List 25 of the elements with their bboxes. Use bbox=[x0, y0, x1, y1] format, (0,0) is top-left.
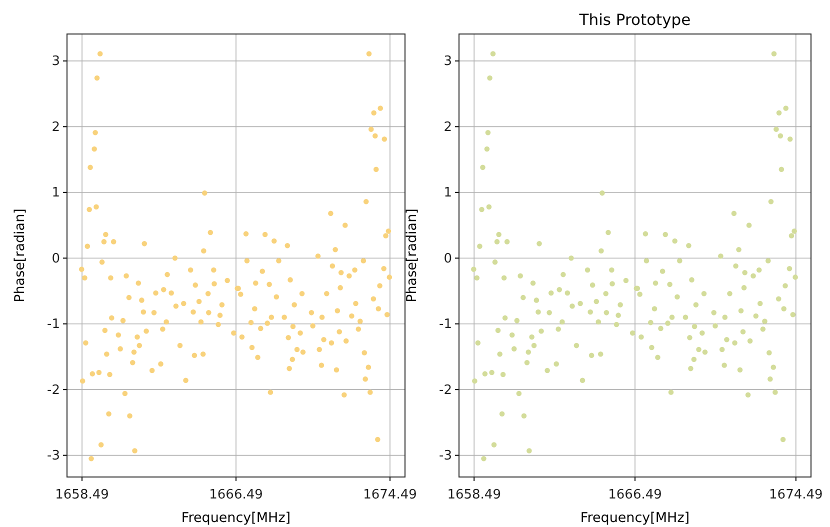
y-tick-label: -1 bbox=[47, 317, 60, 332]
y-axis-title: Phase[radian] bbox=[12, 208, 28, 302]
y-tick-label: -2 bbox=[47, 382, 60, 398]
y-tick-label: 1 bbox=[52, 186, 60, 201]
y-tick-label: -1 bbox=[439, 317, 452, 332]
y-tick-label: 0 bbox=[52, 251, 60, 266]
y-tick-label: -3 bbox=[47, 448, 60, 464]
y-tick-label: -2 bbox=[439, 382, 452, 398]
chart-title: This Prototype bbox=[578, 11, 691, 29]
x-axis-title: Frequency[MHz] bbox=[580, 510, 690, 526]
x-tick-label: 1658.49 bbox=[447, 487, 501, 502]
x-tick-label: 1666.49 bbox=[209, 487, 263, 502]
x-axis-title: Frequency[MHz] bbox=[181, 510, 291, 526]
x-tick-label: 1674.49 bbox=[363, 487, 417, 502]
x-tick-label: 1666.49 bbox=[608, 487, 662, 502]
y-tick-label: 3 bbox=[52, 54, 60, 70]
x-tick-label: 1658.49 bbox=[55, 487, 109, 502]
y-tick-label: 0 bbox=[444, 251, 452, 266]
y-tick-label: 2 bbox=[52, 120, 60, 135]
y-axis-title: Phase[radian] bbox=[404, 208, 420, 302]
y-tick-label: -3 bbox=[439, 448, 452, 464]
x-tick-label: 1674.49 bbox=[769, 487, 823, 502]
y-tick-label: 3 bbox=[444, 54, 452, 70]
y-tick-label: 1 bbox=[444, 186, 452, 201]
y-tick-label: 2 bbox=[444, 120, 452, 135]
